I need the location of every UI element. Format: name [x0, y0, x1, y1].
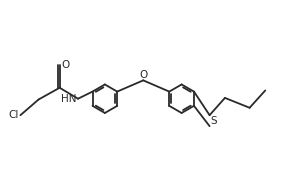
Text: HN: HN — [62, 94, 77, 104]
Text: O: O — [139, 70, 147, 79]
Text: S: S — [210, 116, 217, 126]
Text: O: O — [62, 60, 70, 70]
Text: Cl: Cl — [9, 110, 19, 120]
